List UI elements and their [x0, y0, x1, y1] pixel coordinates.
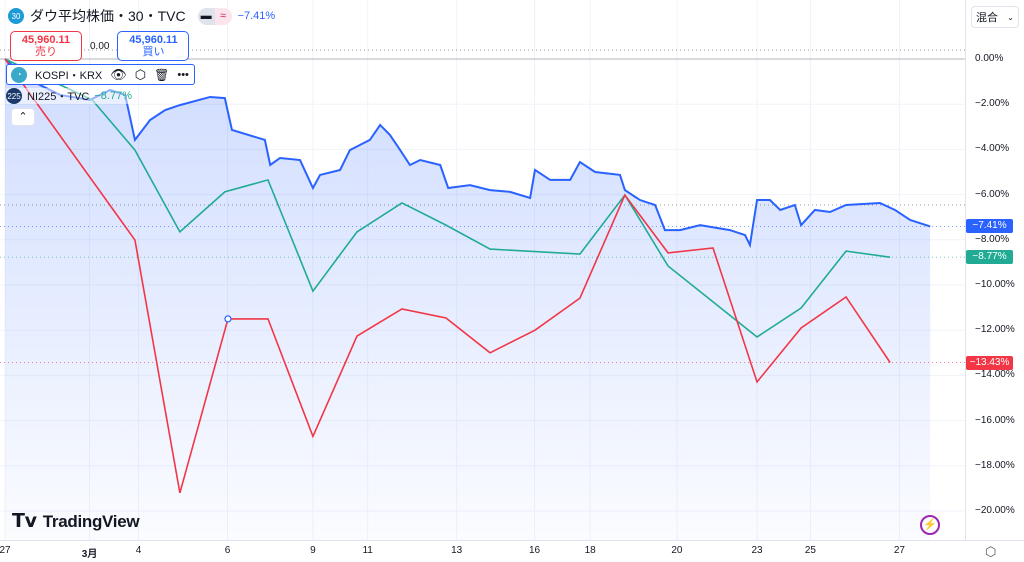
dow-symbol-icon: 30 — [8, 8, 24, 24]
y-tick-label: −16.00% — [975, 414, 1015, 426]
x-tick-label: 25 — [804, 545, 816, 556]
main-symbol-legend[interactable]: 30 ダウ平均株価・30・TVC ▬ ≈ −7.41% — [8, 6, 275, 26]
sell-label: 売り — [35, 46, 57, 58]
market-status-toggle[interactable]: ▬ ≈ — [197, 7, 232, 25]
y-tick-label: −10.00% — [975, 279, 1015, 290]
x-tick-label: 9 — [310, 545, 316, 556]
kospi-name: KOSPI・KRX — [35, 69, 103, 82]
y-tick-label: 0.00% — [975, 53, 1004, 64]
last-value-tag: −7.41% — [966, 219, 1013, 234]
minus-icon: ▬ — [197, 7, 215, 25]
settings-icon[interactable]: ⬡ — [134, 66, 147, 82]
buy-button[interactable]: 45,960.11 買い — [117, 31, 190, 61]
scale-mode-select[interactable]: 混合 ⌄ — [971, 6, 1019, 28]
kospi-legend-row[interactable]: ◔ KOSPI・KRX 👁 ⬡ 🗑 ••• — [6, 64, 195, 85]
tradingview-logo[interactable]: 𝗧𝘃 TradingView — [12, 510, 140, 533]
buy-price: 45,960.11 — [129, 34, 178, 46]
chevron-down-icon: ⌄ — [1007, 12, 1014, 22]
x-tick-label: 18 — [584, 545, 596, 556]
kospi-icon: ◔ — [11, 66, 27, 83]
collapse-legend-button[interactable]: ⌃ — [11, 108, 35, 126]
ni225-name: NI225・TVC — [27, 91, 90, 103]
approx-icon: ≈ — [214, 7, 232, 25]
eye-icon[interactable]: 👁 — [110, 66, 127, 82]
hover-marker — [224, 315, 232, 323]
trade-buttons: 45,960.11 売り 0.00 45,960.11 買い — [10, 31, 190, 61]
ni225-legend-row[interactable]: 225 NI225・TVC −8.77% — [6, 88, 132, 104]
buy-label: 買い — [142, 46, 165, 58]
last-value-tag: −8.77% — [966, 250, 1013, 265]
x-tick-label: 13 — [451, 545, 463, 556]
time-axis[interactable] — [0, 540, 1024, 562]
symbol-change: −7.41% — [237, 10, 276, 22]
brand-name: TradingView — [42, 511, 140, 531]
price-axis[interactable] — [965, 0, 1024, 540]
x-tick-label: 27 — [0, 545, 11, 556]
x-tick-label: 11 — [362, 545, 373, 556]
x-tick-label: 27 — [893, 545, 905, 556]
sell-price: 45,960.11 — [21, 34, 71, 46]
y-tick-label: −4.00% — [975, 143, 1010, 155]
spread: 0.00 — [90, 40, 110, 52]
last-value-tag: −13.43% — [966, 355, 1013, 370]
more-icon[interactable]: ••• — [177, 68, 189, 81]
x-tick-label: 16 — [528, 545, 541, 556]
y-tick-label: −6.00% — [975, 188, 1010, 200]
symbol-title[interactable]: ダウ平均株価・30・TVC — [30, 8, 186, 24]
x-tick-label: 3月 — [81, 549, 98, 560]
series-line-NI225 — [4, 58, 891, 338]
tv-logo-icon: 𝗧𝘃 — [12, 511, 37, 532]
y-tick-label: −20.00% — [975, 505, 1015, 516]
axis-settings-icon[interactable]: ⬡ — [985, 544, 997, 559]
x-tick-label: 20 — [671, 545, 683, 556]
x-tick-label: 6 — [224, 545, 231, 556]
y-tick-label: −2.00% — [975, 98, 1010, 110]
lightning-icon[interactable]: ⚡ — [920, 515, 940, 535]
y-tick-label: −14.00% — [975, 369, 1015, 381]
dow-area-fill — [5, 59, 931, 540]
sell-button[interactable]: 45,960.11 売り — [10, 31, 82, 61]
x-tick-label: 4 — [135, 545, 142, 556]
series-line-ダウ平均株価 — [4, 58, 931, 249]
chart-plot-area[interactable] — [0, 0, 965, 540]
scale-mode-label: 混合 — [976, 12, 998, 24]
y-tick-label: −18.00% — [975, 459, 1015, 471]
ni225-icon: 225 — [6, 88, 22, 104]
y-tick-label: −8.00% — [975, 233, 1010, 245]
ni225-change: −8.77% — [94, 90, 132, 102]
y-tick-label: −12.00% — [975, 324, 1015, 336]
x-tick-label: 23 — [751, 545, 763, 556]
trash-icon[interactable]: 🗑 — [154, 67, 170, 82]
